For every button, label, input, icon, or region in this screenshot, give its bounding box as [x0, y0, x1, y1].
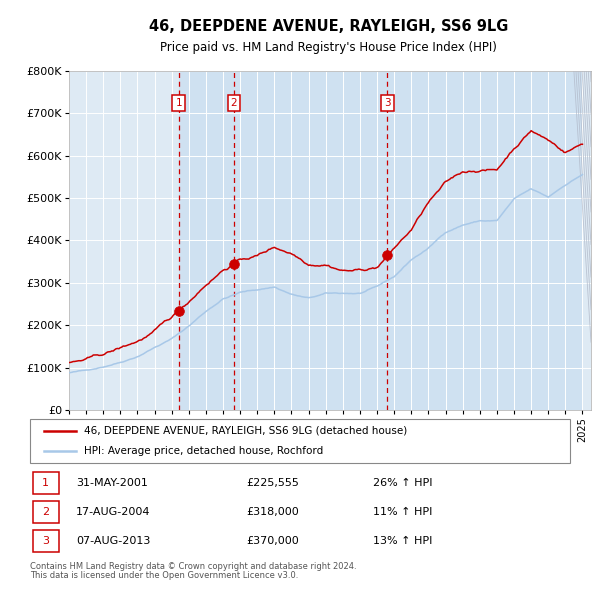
Text: 2: 2	[230, 97, 237, 107]
Text: HPI: Average price, detached house, Rochford: HPI: Average price, detached house, Roch…	[84, 446, 323, 456]
Text: 2: 2	[42, 507, 49, 517]
Text: £225,555: £225,555	[246, 478, 299, 489]
Text: This data is licensed under the Open Government Licence v3.0.: This data is licensed under the Open Gov…	[30, 571, 298, 581]
Text: 26% ↑ HPI: 26% ↑ HPI	[373, 478, 433, 489]
Bar	[33, 530, 59, 552]
Bar	[33, 473, 59, 494]
Bar	[234, 71, 388, 410]
Text: 3: 3	[42, 536, 49, 546]
Text: 13% ↑ HPI: 13% ↑ HPI	[373, 536, 432, 546]
Text: 17-AUG-2004: 17-AUG-2004	[76, 507, 151, 517]
Text: 3: 3	[384, 97, 391, 107]
Text: 31-MAY-2001: 31-MAY-2001	[76, 478, 148, 489]
Text: Price paid vs. HM Land Registry's House Price Index (HPI): Price paid vs. HM Land Registry's House …	[160, 41, 497, 54]
Text: £370,000: £370,000	[246, 536, 299, 546]
Text: 46, DEEPDENE AVENUE, RAYLEIGH, SS6 9LG (detached house): 46, DEEPDENE AVENUE, RAYLEIGH, SS6 9LG (…	[84, 426, 407, 436]
Text: 1: 1	[175, 97, 182, 107]
Bar	[388, 71, 583, 410]
Text: 1: 1	[42, 478, 49, 489]
Bar	[33, 502, 59, 523]
Text: 07-AUG-2013: 07-AUG-2013	[76, 536, 150, 546]
Text: Contains HM Land Registry data © Crown copyright and database right 2024.: Contains HM Land Registry data © Crown c…	[30, 562, 356, 571]
Bar	[179, 71, 234, 410]
Text: £318,000: £318,000	[246, 507, 299, 517]
Text: 11% ↑ HPI: 11% ↑ HPI	[373, 507, 432, 517]
Text: 46, DEEPDENE AVENUE, RAYLEIGH, SS6 9LG: 46, DEEPDENE AVENUE, RAYLEIGH, SS6 9LG	[149, 19, 508, 34]
